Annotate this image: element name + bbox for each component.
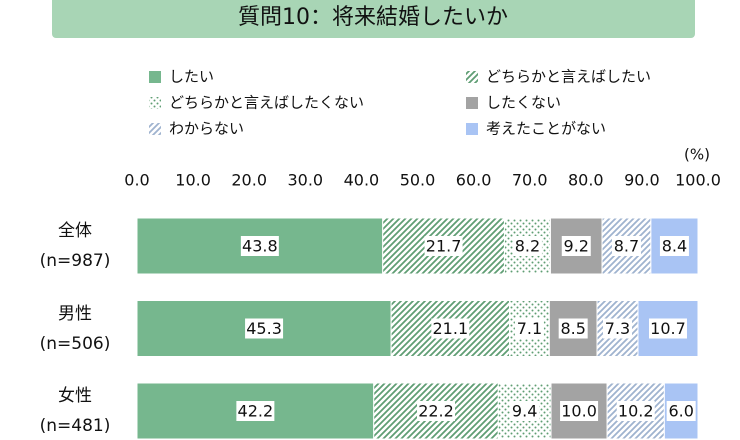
value-label-bg <box>431 318 470 339</box>
x-tick-label: 50.0 <box>400 171 436 190</box>
value-label: 8.5 <box>560 319 585 338</box>
value-label-bg <box>240 236 279 256</box>
legend-swatch <box>149 97 161 109</box>
value-label: 43.8 <box>242 237 278 256</box>
value-label-bg <box>560 401 599 421</box>
title-banner <box>52 0 695 38</box>
value-label: 10.2 <box>618 402 654 421</box>
category-label: 女性 (n=481) <box>39 386 111 436</box>
x-tick-label: 70.0 <box>512 171 548 190</box>
value-label-bg <box>245 318 284 339</box>
x-tick-label: 60.0 <box>456 171 492 190</box>
legend-label: したい <box>169 68 214 86</box>
x-tick-label: 0.0 <box>124 171 149 190</box>
value-label: 45.3 <box>246 319 282 338</box>
legend-swatch <box>149 71 161 83</box>
chart-title: 質問10：将来結婚したいか <box>238 5 508 30</box>
unit-label: (%) <box>684 146 710 164</box>
legend-label: したくない <box>486 94 561 112</box>
value-label-bg <box>659 236 689 256</box>
x-tick-label: 100.0 <box>675 171 721 190</box>
x-tick-label: 90.0 <box>624 171 660 190</box>
value-label: 21.7 <box>426 237 462 256</box>
value-label: 6.0 <box>668 402 693 421</box>
legend-label: 考えたことがない <box>486 120 606 138</box>
legend-label: どちらかと言えばしたい <box>486 68 651 86</box>
legend-swatch <box>466 71 478 83</box>
value-label-bg <box>611 236 641 256</box>
value-label: 8.7 <box>614 237 639 256</box>
legend-swatch <box>466 123 478 135</box>
value-label-bg <box>561 236 591 256</box>
value-label: 8.4 <box>662 237 687 256</box>
value-label-bg <box>424 236 463 256</box>
value-label: 9.2 <box>564 237 589 256</box>
value-label-bg <box>236 401 275 421</box>
legend-label: わからない <box>169 120 244 138</box>
category-label: 男性 (n=506) <box>39 303 111 354</box>
x-tick-label: 80.0 <box>568 171 604 190</box>
x-tick-label: 20.0 <box>231 171 267 190</box>
value-label-bg <box>417 401 456 421</box>
value-label: 7.1 <box>517 319 542 338</box>
legend-label: どちらかと言えばしたくない <box>169 94 364 112</box>
value-label: 8.2 <box>515 237 540 256</box>
value-label-bg <box>666 401 696 421</box>
x-tick-label: 10.0 <box>175 171 211 190</box>
x-tick-label: 30.0 <box>287 171 323 190</box>
value-label-bg <box>648 318 687 339</box>
value-label: 10.7 <box>650 319 686 338</box>
value-label: 22.2 <box>418 402 454 421</box>
bar-segment <box>136 382 375 440</box>
value-label: 21.1 <box>433 319 469 338</box>
legend-swatch <box>466 97 478 109</box>
category-label: 全体 (n=987) <box>39 221 111 271</box>
value-label: 42.2 <box>238 402 274 421</box>
value-label: 9.4 <box>512 402 537 421</box>
x-tick-label: 40.0 <box>344 171 380 190</box>
legend-swatch <box>149 123 161 135</box>
value-label-bg <box>514 318 544 339</box>
value-label: 10.0 <box>561 402 597 421</box>
value-label-bg <box>616 401 655 421</box>
value-label-bg <box>510 401 540 421</box>
value-label-bg <box>558 318 588 339</box>
value-label: 7.3 <box>605 319 630 338</box>
value-label-bg <box>602 318 632 339</box>
value-label-bg <box>512 236 542 256</box>
